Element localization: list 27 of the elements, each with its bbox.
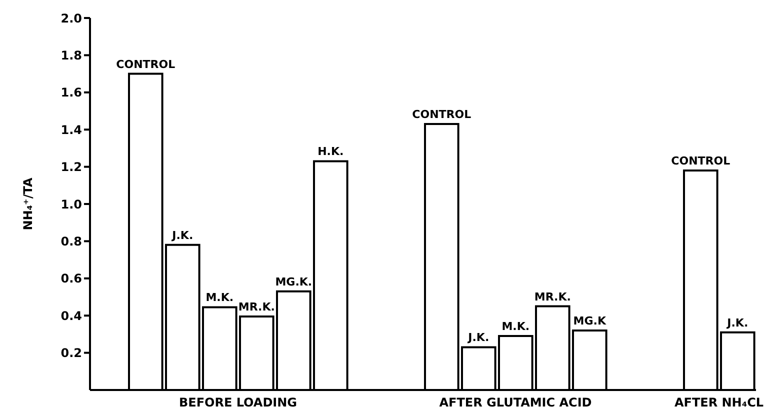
x-tick-label: H.K.	[318, 145, 344, 158]
y-tick-label: 2.0	[60, 11, 82, 26]
x-tick-label: MG.K	[573, 314, 606, 328]
x-tick-label: J.K.	[726, 316, 748, 330]
x-tick-label: MR.K.	[534, 290, 571, 304]
x-tick-label: CONTROL	[412, 108, 472, 122]
y-tick-label: 1.8	[60, 48, 82, 62]
y-tick-label: 0.8	[60, 234, 82, 248]
x-tick-label: M.K.	[206, 291, 234, 304]
y-tick-label: 1.6	[60, 86, 82, 100]
x-tick-label: J.K.	[467, 331, 490, 344]
y-tick-label: 0.4	[60, 308, 82, 323]
y-tick-label: 0.2	[60, 346, 82, 360]
x-tick-label: CONTROL	[671, 154, 730, 168]
x-tick-label: M.K.	[502, 320, 530, 334]
x-tick-label: MG.K.	[275, 275, 312, 288]
x-tick-label: CONTROL	[116, 58, 176, 71]
x-tick-label: J.K.	[171, 228, 194, 242]
y-axis-title: NH₄⁺/TA	[21, 176, 35, 230]
y-tick-label: 1.2	[60, 160, 82, 174]
y-tick-label: 1.0	[60, 197, 82, 212]
x-tick-label: MR.K.	[238, 300, 275, 314]
text: AFTER GLUTAMIC ACID	[439, 396, 592, 410]
text: BEFORE LOADING	[178, 396, 298, 410]
y-tick-label: 0.6	[60, 272, 82, 286]
text: AFTER NH₄CL	[674, 396, 764, 410]
y-tick-label: 1.4	[60, 122, 82, 137]
